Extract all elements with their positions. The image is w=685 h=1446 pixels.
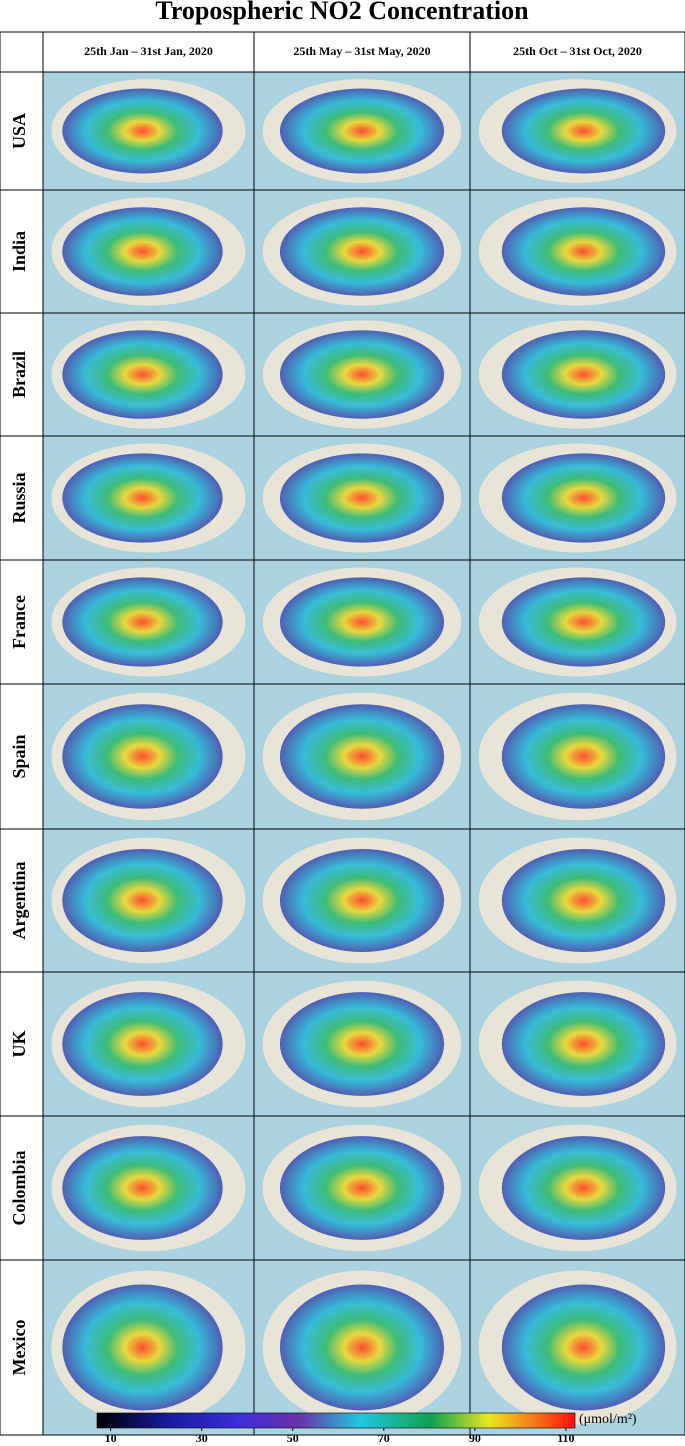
figure-title: Tropospheric NO2 Concentration	[155, 0, 529, 25]
row-label: Spain	[9, 734, 29, 778]
row-label-cell	[0, 189, 44, 314]
row-label: Colombia	[9, 1150, 29, 1225]
map-no2	[501, 849, 666, 952]
map-no2	[501, 330, 666, 419]
map-no2	[279, 849, 445, 952]
map-no2	[62, 577, 223, 667]
row-label: India	[9, 231, 29, 272]
row-label: UK	[9, 1031, 29, 1058]
map-no2	[501, 704, 666, 809]
colorbar	[96, 1412, 576, 1429]
corner-cell	[0, 31, 44, 73]
map-no2	[501, 453, 666, 543]
row-label-cell	[0, 312, 44, 437]
colorbar-tick-label: 90	[469, 1431, 481, 1445]
map-no2	[62, 207, 223, 296]
colorbar-tick-label: 70	[378, 1431, 390, 1445]
row-label: Brazil	[9, 351, 29, 398]
colorbar-tick-label: 110	[557, 1431, 574, 1445]
map-no2	[279, 207, 445, 296]
map-no2	[62, 849, 223, 952]
map-no2	[501, 1284, 666, 1411]
map-no2	[279, 1136, 445, 1240]
map-no2	[279, 453, 445, 543]
column-header: 25th May – 31st May, 2020	[293, 44, 430, 58]
map-no2	[501, 207, 666, 296]
map-no2	[62, 1136, 223, 1240]
colorbar-tick-label: 50	[287, 1431, 299, 1445]
map-no2	[279, 992, 445, 1096]
row-label: Russia	[9, 472, 29, 523]
map-no2	[501, 1136, 666, 1240]
colorbar-tick-label: 30	[196, 1431, 208, 1445]
map-no2	[62, 330, 223, 419]
map-no2	[501, 88, 666, 174]
map-no2	[62, 704, 223, 809]
map-no2	[279, 88, 445, 174]
column-header: 25th Jan – 31st Jan, 2020	[84, 44, 213, 58]
map-no2	[62, 992, 223, 1096]
row-label: Mexico	[9, 1320, 29, 1376]
header-cell	[253, 31, 471, 73]
map-no2	[62, 453, 223, 543]
map-no2	[501, 577, 666, 667]
row-label-cell	[0, 435, 44, 561]
row-label: France	[9, 595, 29, 649]
map-no2	[279, 1284, 445, 1411]
colorbar-unit: (μmol/m²)	[579, 1412, 637, 1427]
column-header: 25th Oct – 31st Oct, 2020	[513, 44, 642, 58]
header-cell	[42, 31, 255, 73]
colorbar-tick-label: 10	[105, 1431, 117, 1445]
row-label-cell	[0, 828, 44, 973]
map-no2	[62, 88, 223, 174]
row-label-cell	[0, 1259, 44, 1436]
row-label: Argentina	[9, 862, 29, 940]
map-no2	[62, 1284, 223, 1411]
map-no2	[279, 577, 445, 667]
map-no2	[279, 330, 445, 419]
row-label-cell	[0, 683, 44, 830]
map-no2	[279, 704, 445, 809]
map-no2	[501, 992, 666, 1096]
row-label: USA	[9, 113, 29, 149]
